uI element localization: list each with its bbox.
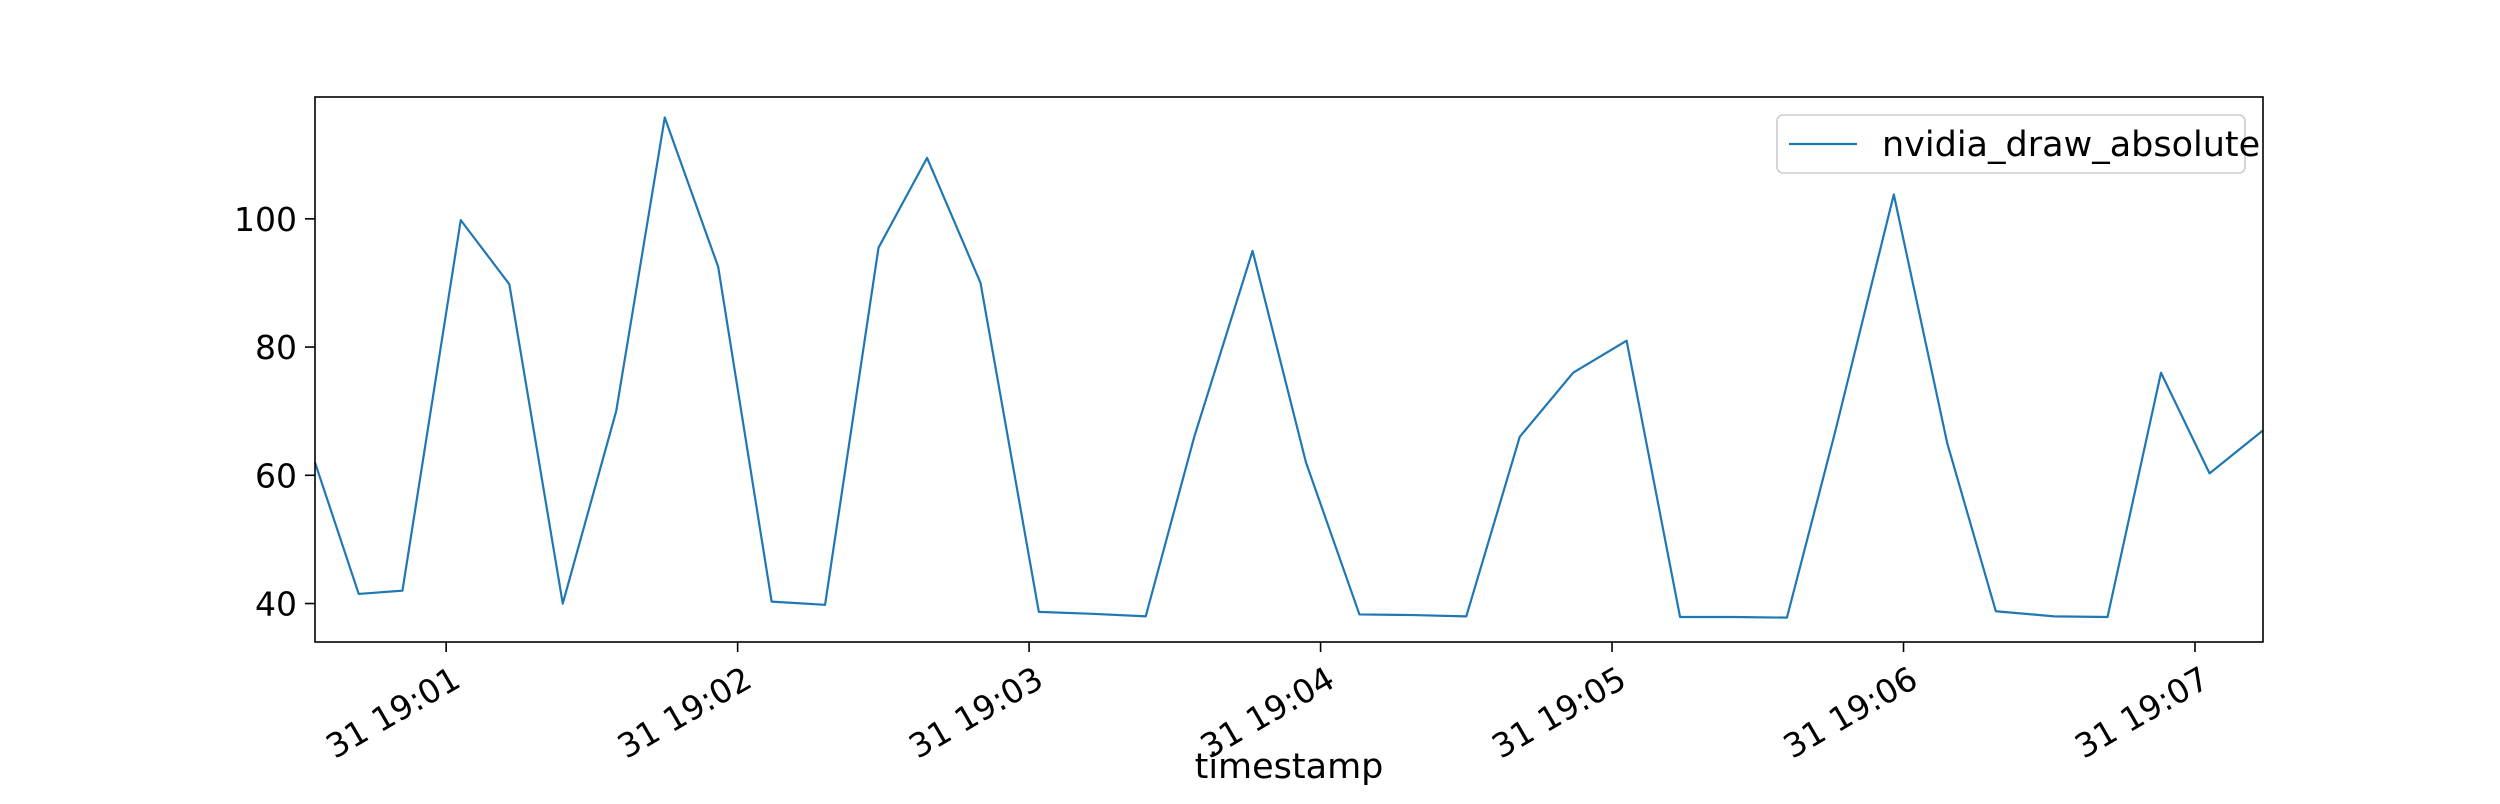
y-tick-label: 100 bbox=[234, 200, 297, 239]
x-axis-title: timestamp bbox=[1195, 747, 1384, 787]
legend-label: nvidia_draw_absolute bbox=[1882, 125, 2260, 165]
y-tick-label: 80 bbox=[255, 328, 297, 367]
series-line-0 bbox=[313, 116, 2264, 619]
x-tick-label: 31 19:07 bbox=[2068, 659, 2215, 767]
y-tick-label: 40 bbox=[255, 585, 297, 624]
x-tick-label: 31 19:05 bbox=[1485, 659, 1632, 767]
x-tick-label: 31 19:03 bbox=[902, 659, 1049, 767]
legend: nvidia_draw_absolute bbox=[1776, 114, 2260, 174]
y-tick-label: 60 bbox=[255, 456, 297, 495]
axes: 40 60 80 100 31 19:01 31 19:02 31 19:03 31 19:0… bbox=[234, 96, 2264, 767]
plot-area bbox=[313, 116, 2264, 619]
x-tick-label: 31 19:06 bbox=[1777, 659, 1924, 767]
legend-box bbox=[1776, 114, 2246, 174]
x-tick-label: 31 19:02 bbox=[611, 659, 758, 767]
x-tick-label: 31 19:01 bbox=[319, 659, 466, 767]
plot-frame bbox=[314, 96, 2264, 643]
